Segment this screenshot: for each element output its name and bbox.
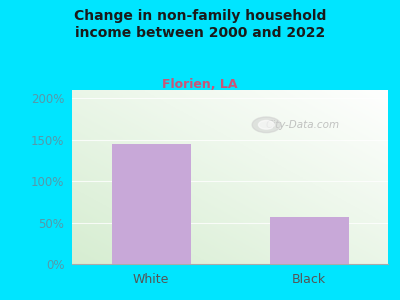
Bar — [270, 217, 348, 264]
Circle shape — [252, 117, 280, 133]
Text: Change in non-family household
income between 2000 and 2022: Change in non-family household income be… — [74, 9, 326, 40]
Text: Florien, LA: Florien, LA — [162, 78, 238, 91]
Circle shape — [258, 120, 274, 129]
Text: City-Data.com: City-Data.com — [266, 120, 340, 130]
Bar — [112, 144, 190, 264]
